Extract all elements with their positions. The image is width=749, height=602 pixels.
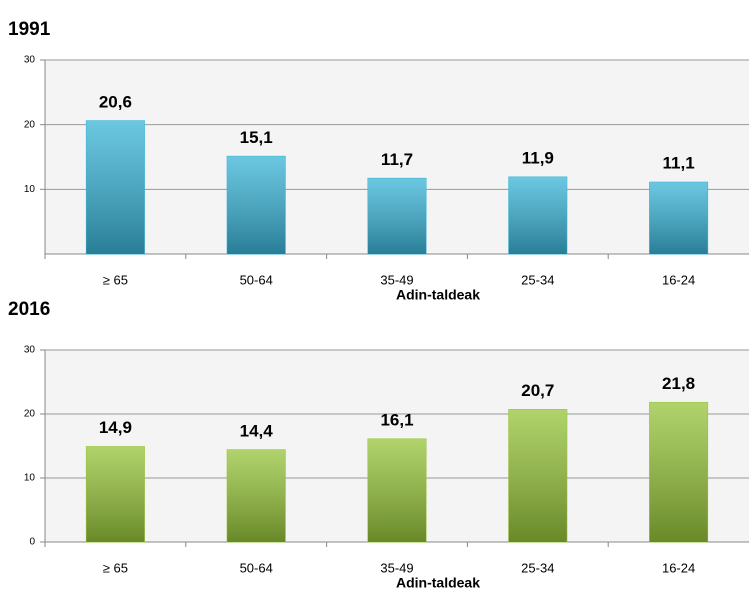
bar-shade xyxy=(649,402,708,542)
y-tick-label: 10 xyxy=(24,184,36,195)
x-tick-label: 25-34 xyxy=(521,272,554,287)
data-label: 11,7 xyxy=(381,150,413,169)
y-tick-label: 10 xyxy=(24,473,36,484)
bar-shade xyxy=(508,409,567,542)
data-label: 20,6 xyxy=(99,92,132,111)
y-tick-label: 30 xyxy=(24,345,36,356)
bar-shade xyxy=(368,438,426,542)
x-axis-label: Adin-taldeak xyxy=(396,575,480,591)
data-label: 14,9 xyxy=(99,418,132,437)
x-tick-label: ≥ 65 xyxy=(103,560,128,575)
bar-shade xyxy=(508,177,567,254)
data-label: 20,7 xyxy=(521,381,554,400)
bar-shade xyxy=(227,156,286,254)
bar-shade xyxy=(368,178,426,254)
x-tick-label: 50-64 xyxy=(240,272,273,287)
bar-shade xyxy=(86,120,145,254)
x-tick-label: ≥ 65 xyxy=(103,272,128,287)
x-axis-label: Adin-taldeak xyxy=(396,287,480,303)
data-label: 11,1 xyxy=(663,154,695,173)
y-tick-label: 30 xyxy=(24,55,36,66)
x-tick-label: 35-49 xyxy=(380,272,413,287)
data-label: 11,9 xyxy=(522,149,554,168)
data-label: 14,4 xyxy=(240,421,274,440)
y-tick-label: 0 xyxy=(29,537,35,548)
y-tick-label: 20 xyxy=(24,119,36,130)
x-tick-label: 50-64 xyxy=(240,560,273,575)
x-tick-label: 35-49 xyxy=(380,560,413,575)
chart-title: 1991 xyxy=(8,19,51,40)
bar-shade xyxy=(86,446,145,542)
data-label: 21,8 xyxy=(662,374,695,393)
y-tick-label: 20 xyxy=(24,409,36,420)
data-label: 16,1 xyxy=(380,410,413,429)
x-tick-label: 16-24 xyxy=(662,560,695,575)
x-tick-label: 16-24 xyxy=(662,272,695,287)
bar-shade xyxy=(649,182,708,254)
chart-title: 2016 xyxy=(8,299,50,320)
bar-shade xyxy=(227,449,286,542)
data-label: 15,1 xyxy=(240,128,273,147)
x-tick-label: 25-34 xyxy=(521,560,554,575)
